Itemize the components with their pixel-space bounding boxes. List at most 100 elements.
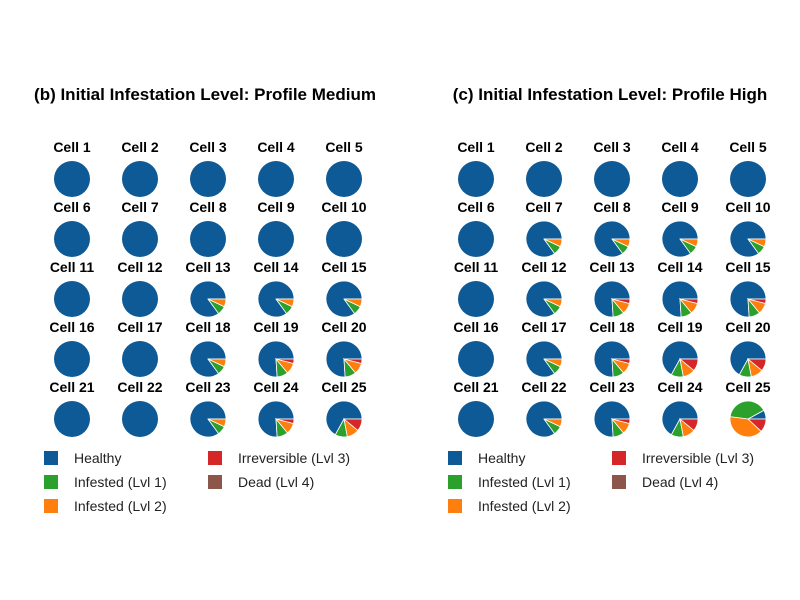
cell-label: Cell 6 (53, 199, 91, 215)
pie-slice-infested-lvl-2 (543, 298, 563, 308)
pie-slice-infested-lvl-1 (729, 400, 765, 420)
pie-slice-healthy (458, 341, 494, 377)
pie-slice-healthy (258, 161, 294, 197)
pie-slice-healthy (326, 161, 362, 197)
cell-label: Cell 23 (185, 379, 230, 395)
cell-label: Cell 11 (50, 259, 95, 275)
panel-profile-medium: (b) Initial Infestation Level: Profile M… (34, 85, 376, 514)
legend-label: Healthy (478, 450, 525, 466)
cell-label: Cell 12 (521, 259, 566, 275)
pie-slice-healthy (662, 161, 698, 197)
cell-label: Cell 18 (589, 319, 634, 335)
pie-slice-irreversible-lvl-3 (746, 418, 767, 432)
pie-slice-irreversible-lvl-3 (275, 418, 295, 424)
cell-label: Cell 23 (589, 379, 634, 395)
cell-label: Cell 2 (121, 139, 159, 155)
cell-label: Cell 13 (589, 259, 634, 275)
panel-title: (c) Initial Infestation Level: Profile H… (453, 85, 768, 104)
legend-swatch-irreversible-lvl-3 (612, 451, 626, 465)
cell-label: Cell 19 (253, 319, 298, 335)
cell-label: Cell 8 (189, 199, 227, 215)
pie-slice-healthy (54, 161, 90, 197)
legend-swatch-irreversible-lvl-3 (208, 451, 222, 465)
pie-slice-irreversible-lvl-3 (678, 418, 699, 432)
cell-label: Cell 3 (189, 139, 227, 155)
pie-slice-irreversible-lvl-3 (343, 358, 363, 364)
cell-label: Cell 15 (321, 259, 366, 275)
cell-label: Cell 12 (117, 259, 162, 275)
panel-profile-high: (c) Initial Infestation Level: Profile H… (448, 85, 771, 514)
cell-label: Cell 1 (53, 139, 91, 155)
cell-label: Cell 7 (525, 199, 563, 215)
pie-slice-infested-lvl-2 (343, 298, 363, 308)
pie-slice-healthy (122, 161, 158, 197)
cell-label: Cell 4 (661, 139, 699, 155)
cell-label: Cell 14 (657, 259, 702, 275)
pie-slice-infested-lvl-2 (207, 418, 227, 428)
legend-label: Healthy (74, 450, 121, 466)
cell-label: Cell 3 (593, 139, 631, 155)
pie-slice-healthy (729, 340, 767, 376)
pie-slice-healthy (458, 161, 494, 197)
cell-label: Cell 16 (49, 319, 94, 335)
pie-slice-healthy (458, 281, 494, 317)
legend-label: Infested (Lvl 2) (478, 498, 571, 514)
cell-label: Cell 11 (454, 259, 499, 275)
cell-label: Cell 9 (257, 199, 295, 215)
pie-slice-infested-lvl-2 (275, 298, 295, 308)
legend-swatch-infested-lvl-2 (448, 499, 462, 513)
legend-swatch-dead-lvl-4 (208, 475, 222, 489)
pie-slice-healthy (190, 161, 226, 197)
cell-label: Cell 10 (725, 199, 770, 215)
cell-label: Cell 10 (321, 199, 366, 215)
pie-slice-infested-lvl-2 (543, 418, 563, 428)
pie-slice-infested-lvl-2 (207, 298, 227, 308)
pie-slice-irreversible-lvl-3 (275, 358, 295, 364)
pie-slice-infested-lvl-2 (729, 416, 762, 438)
pie-slice-healthy (326, 221, 362, 257)
cell-label: Cell 21 (49, 379, 94, 395)
legend-swatch-infested-lvl-1 (448, 475, 462, 489)
pie-slice-irreversible-lvl-3 (611, 298, 631, 304)
pie-slice-irreversible-lvl-3 (678, 358, 699, 372)
cell-label: Cell 8 (593, 199, 631, 215)
pie-slice-healthy (54, 221, 90, 257)
pie-slice-infested-lvl-2 (747, 238, 767, 248)
pie-slice-healthy (730, 161, 766, 197)
cell-label: Cell 16 (453, 319, 498, 335)
pie-slice-healthy (54, 401, 90, 437)
cell-label: Cell 15 (725, 259, 770, 275)
cell-label: Cell 20 (321, 319, 366, 335)
cell-label: Cell 14 (253, 259, 298, 275)
pie-slice-healthy (661, 340, 699, 376)
pie-slice-healthy (661, 400, 699, 436)
cell-label: Cell 5 (729, 139, 767, 155)
cell-label: Cell 22 (117, 379, 162, 395)
pie-slice-healthy (122, 221, 158, 257)
cell-label: Cell 22 (521, 379, 566, 395)
pie-slice-healthy (594, 161, 630, 197)
cell-label: Cell 25 (321, 379, 366, 395)
legend-swatch-healthy (44, 451, 58, 465)
cell-label: Cell 9 (661, 199, 699, 215)
pie-slice-healthy (190, 221, 226, 257)
cell-label: Cell 19 (657, 319, 702, 335)
legend-label: Infested (Lvl 2) (74, 498, 167, 514)
legend-swatch-infested-lvl-1 (44, 475, 58, 489)
cell-label: Cell 24 (657, 379, 702, 395)
pie-slice-irreversible-lvl-3 (679, 298, 699, 304)
legend-label: Irreversible (Lvl 3) (642, 450, 754, 466)
pie-slice-healthy (325, 400, 363, 436)
legend-label: Infested (Lvl 1) (478, 474, 571, 490)
legend-swatch-dead-lvl-4 (612, 475, 626, 489)
pie-slice-irreversible-lvl-3 (747, 298, 767, 304)
cell-label: Cell 13 (185, 259, 230, 275)
pie-slice-infested-lvl-2 (611, 238, 631, 248)
pie-slice-irreversible-lvl-3 (611, 358, 631, 364)
cell-label: Cell 2 (525, 139, 563, 155)
cell-label: Cell 17 (117, 319, 162, 335)
pie-slice-healthy (458, 221, 494, 257)
cell-label: Cell 7 (121, 199, 159, 215)
pie-slice-healthy (122, 281, 158, 317)
